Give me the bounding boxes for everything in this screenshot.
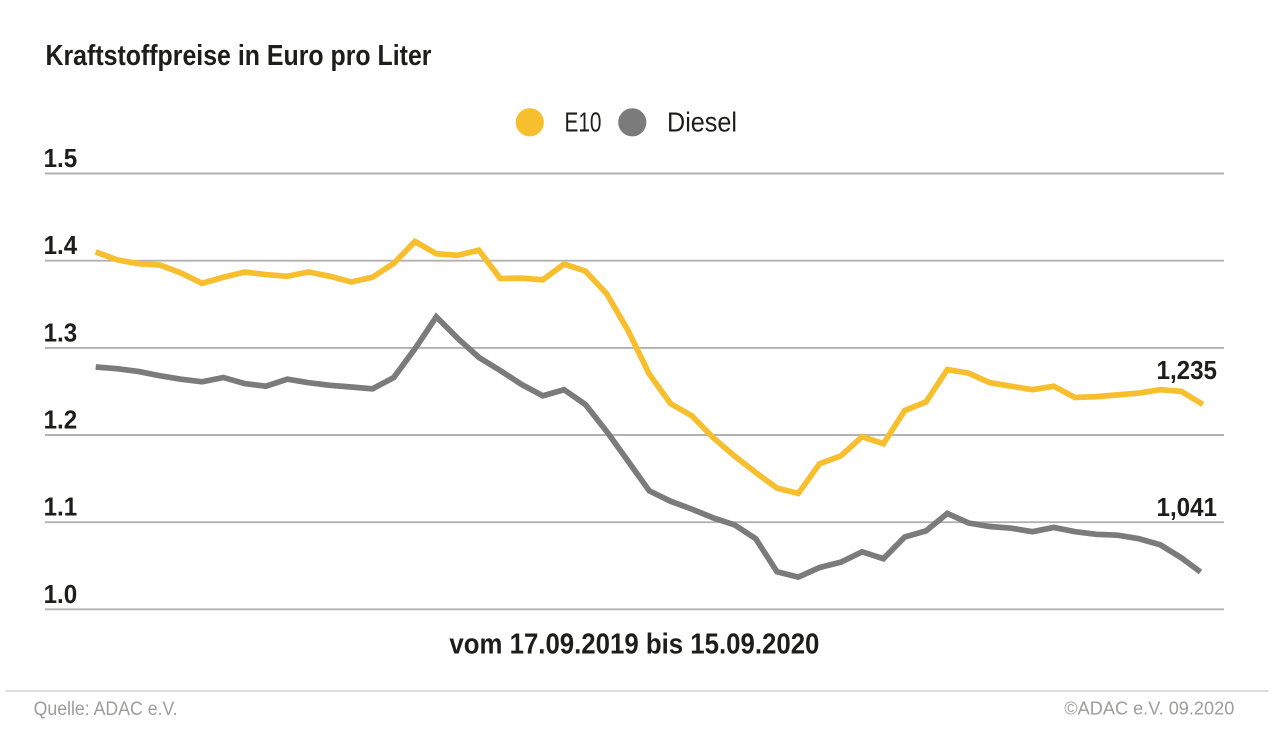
svg-text:1.3: 1.3 <box>44 317 78 347</box>
svg-text:Quelle: ADAC e.V.: Quelle: ADAC e.V. <box>34 699 178 720</box>
svg-text:1.5: 1.5 <box>44 143 78 173</box>
svg-text:1,041: 1,041 <box>1157 492 1218 522</box>
svg-text:E10: E10 <box>565 106 602 137</box>
svg-text:1.2: 1.2 <box>44 405 78 435</box>
svg-text:vom 17.09.2019 bis 15.09.2020: vom 17.09.2019 bis 15.09.2020 <box>449 628 819 660</box>
svg-text:1.1: 1.1 <box>44 492 78 522</box>
svg-text:©ADAC e.V. 09.2020: ©ADAC e.V. 09.2020 <box>1064 699 1234 719</box>
svg-text:1.4: 1.4 <box>44 230 78 260</box>
svg-text:1.0: 1.0 <box>44 579 78 609</box>
svg-text:Kraftstoffpreise in Euro pro L: Kraftstoffpreise in Euro pro Liter <box>46 40 432 72</box>
svg-text:Diesel: Diesel <box>667 106 737 137</box>
svg-text:1,235: 1,235 <box>1157 355 1218 385</box>
